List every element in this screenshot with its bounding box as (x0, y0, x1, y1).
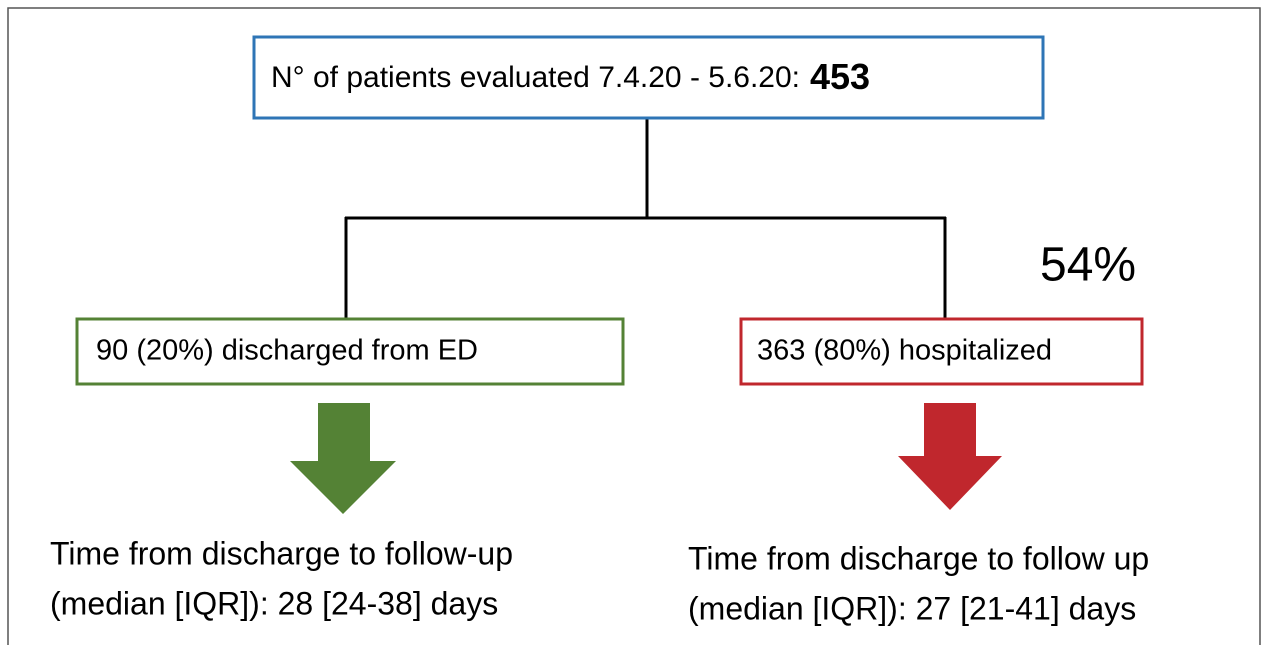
branch-box (75, 317, 625, 386)
followup-text: Time from discharge to follow-up (50, 535, 513, 571)
arrow (290, 403, 396, 514)
branch-box (739, 317, 1144, 386)
arrow (898, 403, 1002, 510)
root-count: 453 (810, 56, 870, 97)
followup-text: Time from discharge to follow up (688, 540, 1149, 576)
connectors (344, 118, 947, 318)
frame (7, 7, 1261, 645)
root-text: N° of patients evaluated 7.4.20 - 5.6.20… (271, 56, 870, 97)
followup-text: (median [IQR]): 27 [21-41] days (688, 590, 1136, 626)
followup-text: (median [IQR]): 28 [24-38] days (50, 585, 498, 621)
root-box (252, 35, 1045, 120)
annotation: 54% (1040, 239, 1136, 292)
root-label: N° of patients evaluated 7.4.20 - 5.6.20… (271, 61, 800, 94)
branch-label: 90 (20%) discharged from ED (96, 335, 478, 367)
branch-label: 363 (80%) hospitalized (757, 335, 1052, 367)
